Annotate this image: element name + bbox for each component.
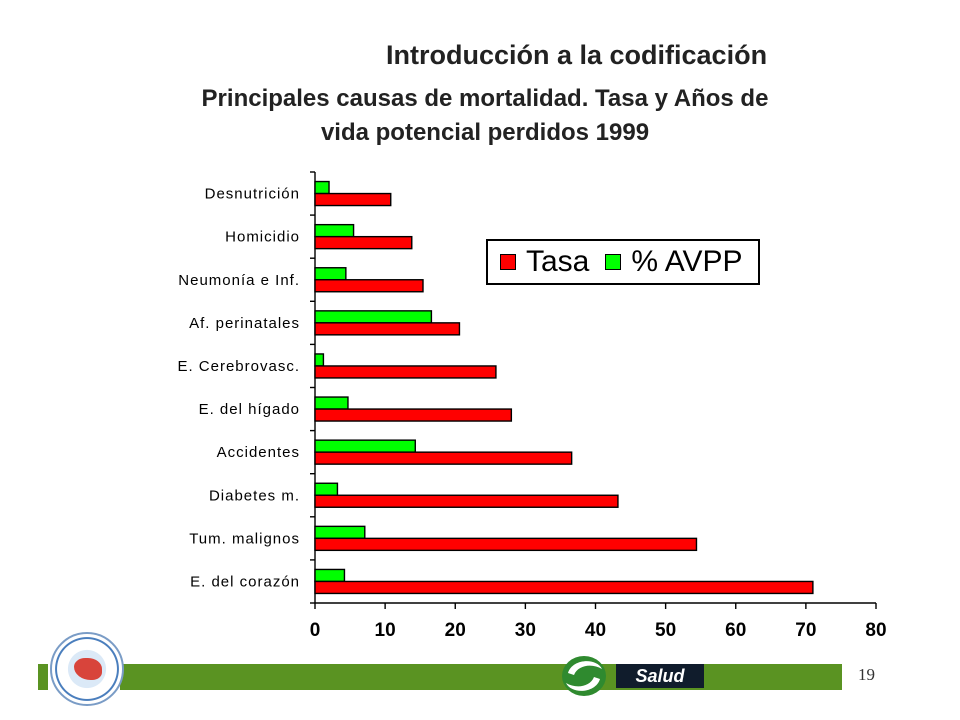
bar-tasa xyxy=(314,580,814,595)
bar-tasa xyxy=(314,235,413,250)
x-tick-label: 20 xyxy=(445,620,466,641)
bar-avpp xyxy=(314,525,366,540)
legend-swatch-avpp xyxy=(605,254,622,270)
bar-avpp xyxy=(314,180,330,195)
category-label: Desnutrición xyxy=(205,186,300,203)
bar-avpp xyxy=(314,396,349,410)
map-icon xyxy=(74,658,102,680)
bar-avpp xyxy=(314,482,339,496)
bar-tasa xyxy=(314,322,461,336)
chart-legend: Tasa % AVPP xyxy=(486,239,760,285)
category-label: Neumonía e Inf. xyxy=(178,272,300,289)
legend-entry-avpp: % AVPP xyxy=(605,245,743,279)
bar-tasa xyxy=(314,192,392,207)
footer-accent xyxy=(38,664,48,690)
legend-label-tasa: Tasa xyxy=(526,245,590,278)
footer-band xyxy=(120,664,842,690)
category-label: Diabetes m. xyxy=(209,487,300,504)
category-label: Accidentes xyxy=(217,444,300,461)
x-tick-label: 10 xyxy=(375,620,396,641)
x-tick-label: 30 xyxy=(515,620,536,641)
bar-avpp xyxy=(314,267,347,281)
bar-tasa xyxy=(314,537,698,552)
cemece-seal-logo xyxy=(50,632,124,706)
bar-avpp xyxy=(314,439,416,453)
bar-tasa xyxy=(314,494,619,508)
category-label: Af. perinatales xyxy=(189,315,300,332)
bar-tasa xyxy=(314,365,497,379)
bar-avpp xyxy=(314,310,433,324)
x-tick-label: 50 xyxy=(655,620,676,641)
legend-entry-tasa: Tasa xyxy=(500,245,589,279)
bar-tasa xyxy=(314,408,513,422)
bar-tasa xyxy=(314,451,573,465)
x-tick-label: 60 xyxy=(725,620,746,641)
slide-title: Introducción a la codificación xyxy=(386,40,768,70)
x-tick-label: 0 xyxy=(310,620,321,641)
x-tick-label: 40 xyxy=(585,620,606,641)
category-label: E. del corazón xyxy=(190,573,300,590)
category-label: E. Cerebrovasc. xyxy=(177,358,300,375)
page-number: 19 xyxy=(858,665,875,684)
bar-avpp xyxy=(314,353,325,367)
bar-tasa xyxy=(314,279,424,293)
chart-title-line-1: Principales causas de mortalidad. Tasa y… xyxy=(201,85,769,112)
legend-swatch-tasa xyxy=(500,254,516,270)
salud-logo: Salud xyxy=(560,653,710,699)
salud-wordmark: Salud xyxy=(616,664,704,688)
legend-label-avpp: % AVPP xyxy=(631,245,743,278)
bar-avpp xyxy=(314,568,346,583)
x-tick-label: 80 xyxy=(865,620,886,641)
category-label: Homicidio xyxy=(225,229,300,246)
bar-avpp xyxy=(314,223,355,238)
category-label: Tum. malignos xyxy=(189,530,300,547)
category-label: E. del hígado xyxy=(199,401,300,418)
chart-title-line-2: vida potencial perdidos 1999 xyxy=(320,119,650,146)
chart-title: Principales causas de mortalidad. Tasa y… xyxy=(110,82,860,150)
swirl-icon xyxy=(562,656,606,696)
x-tick-label: 70 xyxy=(795,620,816,641)
